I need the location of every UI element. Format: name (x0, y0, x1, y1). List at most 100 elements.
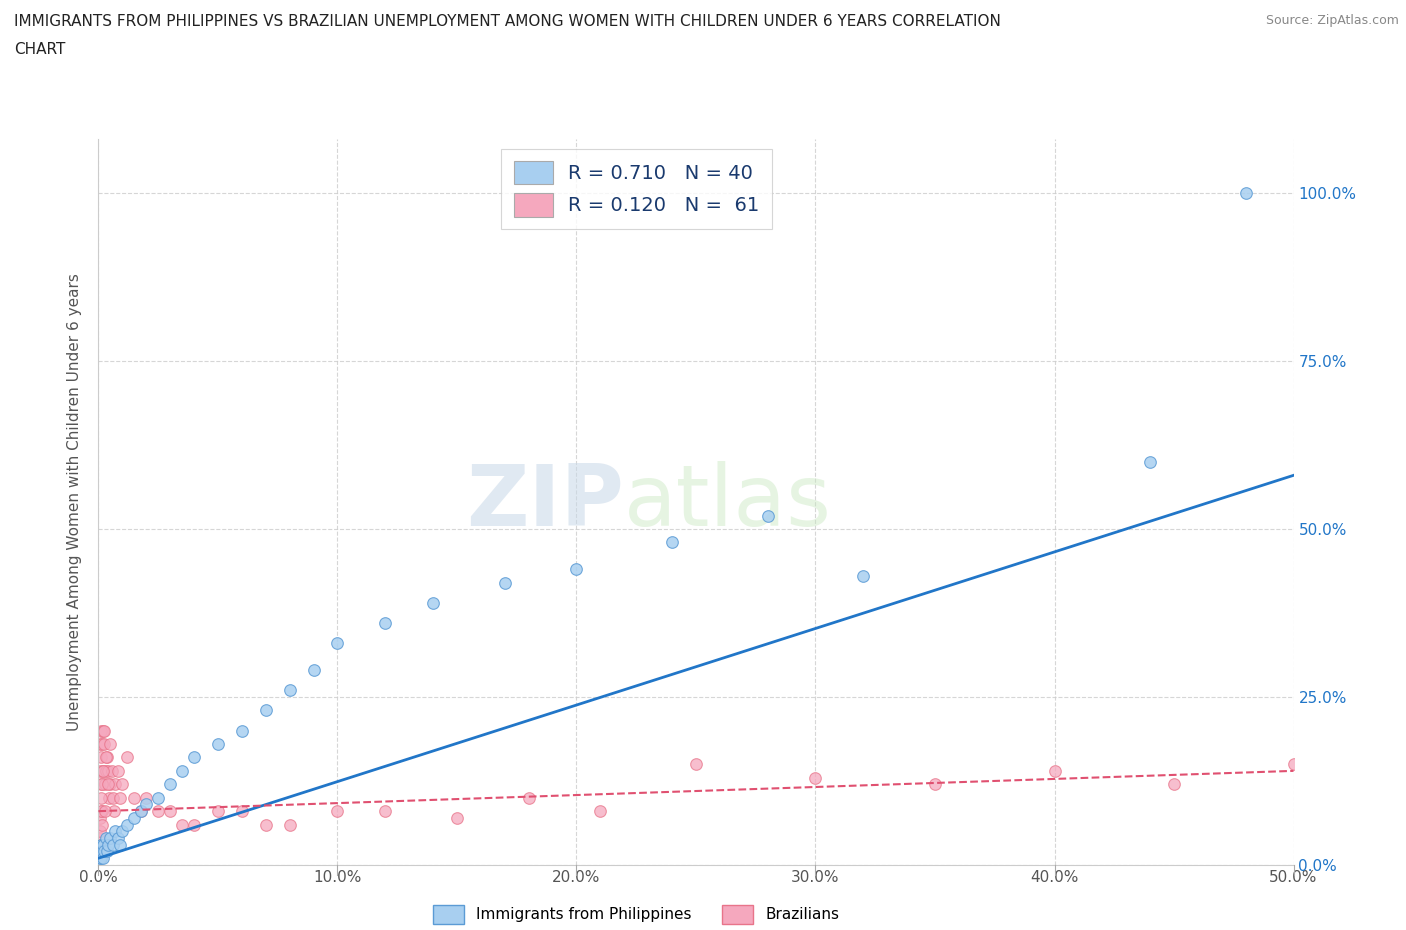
Point (101, 837, 124, 852)
Point (111, 777, 134, 791)
Point (90, 804, 112, 818)
Text: ZIP: ZIP (467, 460, 624, 544)
Point (159, 777, 181, 791)
Point (94, 750, 117, 764)
Point (98, 830, 122, 845)
Point (96, 844, 118, 859)
Point (685, 757, 707, 772)
Point (231, 724, 253, 738)
Point (97, 764, 120, 778)
Point (94, 764, 117, 778)
Point (183, 817, 205, 832)
Point (90, 790, 112, 805)
Point (302, 663, 325, 678)
Point (446, 810, 468, 825)
Point (172, 764, 194, 778)
Point (91, 844, 114, 859)
Point (374, 616, 396, 631)
Point (565, 562, 588, 577)
Point (91, 851, 114, 866)
Point (91, 737, 114, 751)
Point (124, 790, 146, 805)
Point (90, 837, 112, 852)
Text: atlas: atlas (624, 460, 832, 544)
Point (1163, 777, 1185, 791)
Point (207, 737, 229, 751)
Point (589, 804, 612, 818)
Point (278, 817, 301, 832)
Point (159, 804, 181, 818)
Point (494, 576, 516, 591)
Point (254, 817, 277, 832)
Point (148, 790, 170, 805)
Legend: Immigrants from Philippines, Brazilians: Immigrants from Philippines, Brazilians (427, 899, 845, 930)
Point (100, 764, 122, 778)
Point (89, 844, 111, 859)
Point (422, 595, 444, 610)
Point (96, 777, 118, 791)
Y-axis label: Unemployment Among Women with Children Under 6 years: Unemployment Among Women with Children U… (67, 273, 83, 731)
Point (94, 830, 117, 845)
Point (101, 790, 124, 805)
Point (98, 777, 122, 791)
Point (90, 750, 112, 764)
Point (852, 568, 875, 583)
Point (89, 737, 111, 751)
Point (107, 830, 129, 845)
Point (93, 764, 115, 778)
Point (1234, 186, 1257, 201)
Point (108, 837, 131, 852)
Point (89, 851, 111, 866)
Point (93, 844, 115, 859)
Point (90, 804, 112, 818)
Point (124, 810, 146, 825)
Point (135, 797, 157, 812)
Point (1139, 455, 1161, 470)
Point (91, 764, 114, 778)
Point (517, 790, 540, 805)
Point (97, 837, 120, 852)
Point (91, 724, 114, 738)
Point (90, 724, 112, 738)
Point (231, 804, 253, 818)
Point (91, 837, 114, 852)
Text: Source: ZipAtlas.com: Source: ZipAtlas.com (1265, 14, 1399, 27)
Point (104, 824, 127, 839)
Point (115, 750, 138, 764)
Point (89, 810, 111, 825)
Point (93, 737, 115, 751)
Point (278, 683, 301, 698)
Point (89, 764, 111, 778)
Text: IMMIGRANTS FROM PHILIPPINES VS BRAZILIAN UNEMPLOYMENT AMONG WOMEN WITH CHILDREN : IMMIGRANTS FROM PHILIPPINES VS BRAZILIAN… (14, 14, 1001, 29)
Point (107, 764, 129, 778)
Point (115, 817, 138, 832)
Point (89, 824, 111, 839)
Point (89, 837, 111, 852)
Point (98, 737, 121, 751)
Point (148, 804, 170, 818)
Point (131, 804, 153, 818)
Point (98, 790, 121, 805)
Point (108, 790, 131, 805)
Point (90, 817, 112, 832)
Point (661, 535, 683, 550)
Point (374, 804, 396, 818)
Point (172, 817, 194, 832)
Point (96, 750, 118, 764)
Point (207, 804, 229, 818)
Point (326, 636, 349, 651)
Point (135, 790, 157, 805)
Point (90, 777, 112, 791)
Point (924, 777, 946, 791)
Point (91, 777, 114, 791)
Point (90, 851, 112, 866)
Point (103, 804, 125, 818)
Point (93, 804, 115, 818)
Point (93, 724, 115, 738)
Point (1282, 757, 1305, 772)
Point (89, 844, 111, 859)
Point (804, 770, 827, 785)
Point (756, 508, 779, 523)
Text: CHART: CHART (14, 42, 66, 57)
Point (111, 824, 134, 839)
